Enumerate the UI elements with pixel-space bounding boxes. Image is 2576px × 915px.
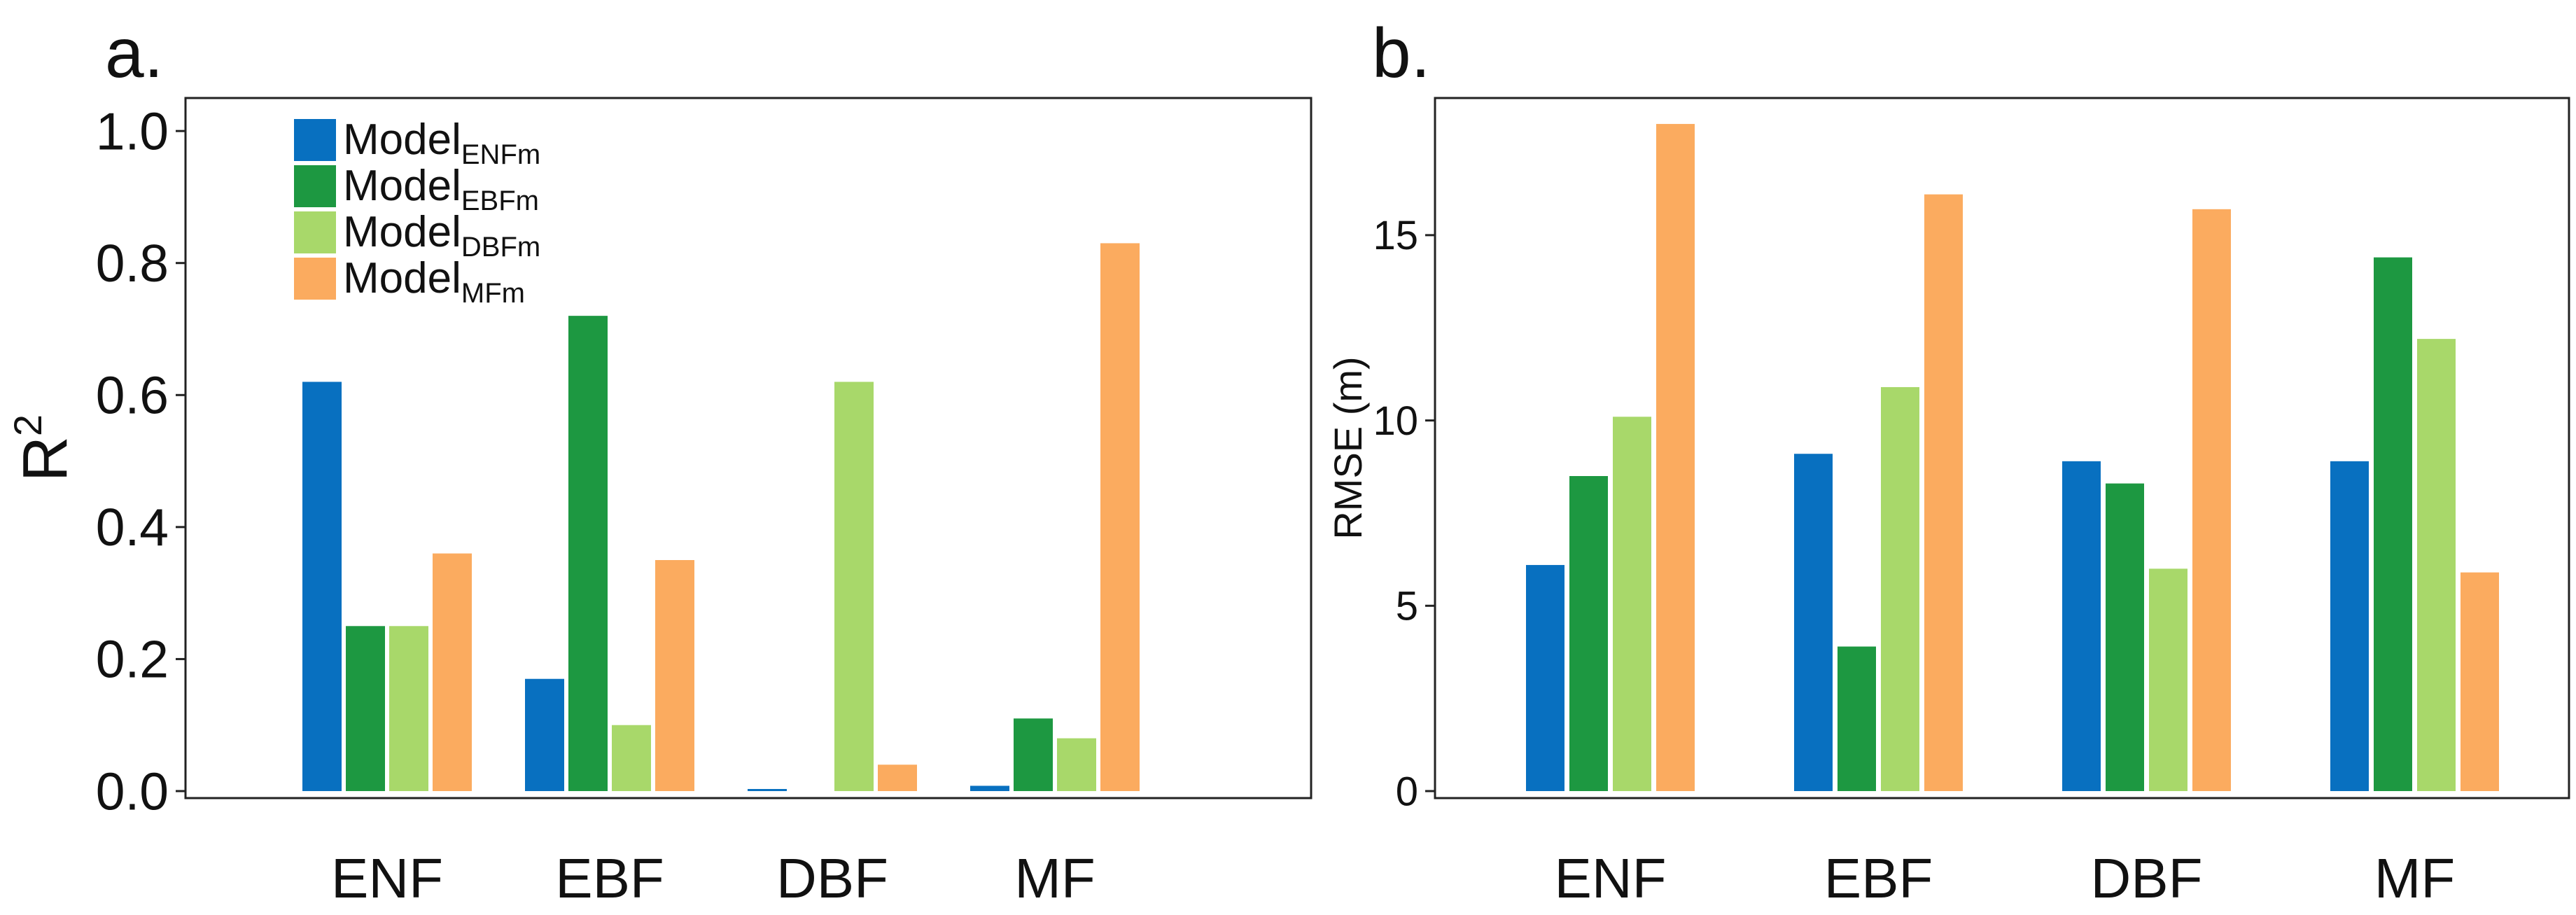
b-y-tick-label: 10 (1373, 398, 1418, 444)
legend-label-subscript: MFm (461, 278, 525, 309)
a-x-tick-label-dbf: DBF (776, 847, 888, 909)
a-bar-ebf-dbfm (612, 725, 651, 791)
legend-label-mfm: ModelMFm (343, 254, 525, 309)
b-bar-dbf-ebfm (2106, 483, 2144, 791)
panel-a-y-axis-label-base: R (10, 436, 80, 482)
panel-a-bars (302, 243, 1140, 792)
panel-a: a. 0.0 0.2 0.4 0.6 0.8 1.0 ENF EBF DBF MF R2 Mod… (6, 14, 1312, 909)
a-y-tick-label: 0.4 (96, 498, 169, 557)
b-bar-dbf-enfm (2062, 461, 2101, 791)
panel-a-y-axis-label: R2 (6, 414, 80, 482)
b-bar-mf-dbfm (2417, 339, 2456, 791)
panel-b-frame (1434, 97, 2570, 799)
legend-label-dbfm: ModelDBFm (343, 208, 540, 263)
panel-b-x-ticks: ENF EBF DBF MF (1555, 847, 2456, 909)
a-bar-mf-ebfm (1014, 718, 1053, 791)
a-bar-enf-ebfm (346, 626, 385, 791)
legend-swatch-dbfm (294, 211, 336, 253)
legend-label-subscript: ENFm (461, 139, 540, 170)
b-bar-ebf-ebfm (1837, 646, 1876, 791)
b-bar-enf-enfm (1526, 565, 1564, 791)
legend-label-base: Model (343, 162, 461, 210)
panel-a-y-ticks: 0.0 0.2 0.4 0.6 0.8 1.0 (96, 102, 186, 820)
b-bar-mf-mfm (2460, 572, 2499, 791)
b-bar-enf-ebfm (1569, 476, 1608, 791)
panel-b-bars (1526, 124, 2499, 792)
b-bar-enf-dbfm (1613, 417, 1651, 791)
a-x-tick-label-mf: MF (1014, 847, 1096, 909)
b-bar-mf-ebfm (2374, 257, 2412, 791)
legend-label-enfm: ModelENFm (343, 116, 540, 170)
legend-swatch-ebfm (294, 165, 336, 207)
panel-b: b. 0 5 10 15 ENF EBF DBF MF RMSE (m) (1326, 14, 2570, 909)
a-bar-mf-mfm (1100, 243, 1140, 791)
b-bar-dbf-dbfm (2149, 568, 2188, 791)
panel-a-y-axis-label-sup: 2 (6, 414, 50, 436)
b-bar-dbf-mfm (2192, 209, 2231, 792)
b-bar-ebf-mfm (1924, 194, 1963, 791)
a-bar-mf-enfm (970, 785, 1009, 791)
a-y-tick-label: 0.0 (96, 762, 169, 820)
a-x-tick-label-ebf: EBF (555, 847, 664, 909)
b-bar-enf-mfm (1656, 124, 1695, 791)
legend-swatch-enfm (294, 119, 336, 161)
a-y-tick-label: 0.8 (96, 234, 169, 293)
b-x-tick-label-enf: ENF (1555, 847, 1667, 909)
a-bar-ebf-mfm (655, 560, 694, 791)
legend-label-subscript: EBFm (461, 186, 539, 216)
a-x-tick-label-enf: ENF (331, 847, 443, 909)
panel-b-y-axis-label: RMSE (m) (1326, 356, 1370, 539)
legend-label-base: Model (343, 116, 461, 164)
legend-label-subscript: DBFm (461, 232, 540, 263)
a-bar-enf-enfm (302, 382, 342, 791)
legend-label-base: Model (343, 254, 461, 302)
legend-label-base: Model (343, 208, 461, 256)
a-bar-enf-mfm (433, 553, 472, 791)
b-bar-mf-enfm (2330, 461, 2369, 791)
legend-swatch-mfm (294, 258, 336, 300)
panel-a-frame (184, 97, 1312, 799)
a-bar-ebf-enfm (525, 678, 564, 791)
a-bar-dbf-mfm (878, 764, 917, 791)
panel-a-label: a. (105, 14, 163, 92)
b-x-tick-label-ebf: EBF (1824, 847, 1933, 909)
a-bar-mf-dbfm (1057, 738, 1096, 791)
a-y-tick-label: 0.2 (96, 630, 169, 689)
panel-b-y-ticks: 0 5 10 15 (1373, 213, 1435, 814)
a-bar-ebf-ebfm (568, 316, 608, 792)
panel-b-label: b. (1372, 14, 1430, 92)
b-bar-ebf-enfm (1794, 454, 1833, 791)
panel-a-x-ticks: ENF EBF DBF MF (331, 847, 1096, 909)
b-y-tick-label: 5 (1396, 584, 1418, 629)
b-x-tick-label-mf: MF (2374, 847, 2456, 909)
b-y-tick-label: 0 (1396, 769, 1418, 814)
a-bar-dbf-enfm (748, 789, 787, 791)
a-bar-dbf-dbfm (834, 382, 874, 791)
a-y-tick-label: 1.0 (96, 102, 169, 160)
a-y-tick-label: 0.6 (96, 366, 169, 425)
b-bar-ebf-dbfm (1881, 386, 1919, 791)
a-bar-enf-dbfm (389, 626, 428, 791)
b-y-tick-label: 15 (1373, 213, 1418, 258)
b-x-tick-label-dbf: DBF (2091, 847, 2203, 909)
legend-label-ebfm: ModelEBFm (343, 162, 539, 216)
